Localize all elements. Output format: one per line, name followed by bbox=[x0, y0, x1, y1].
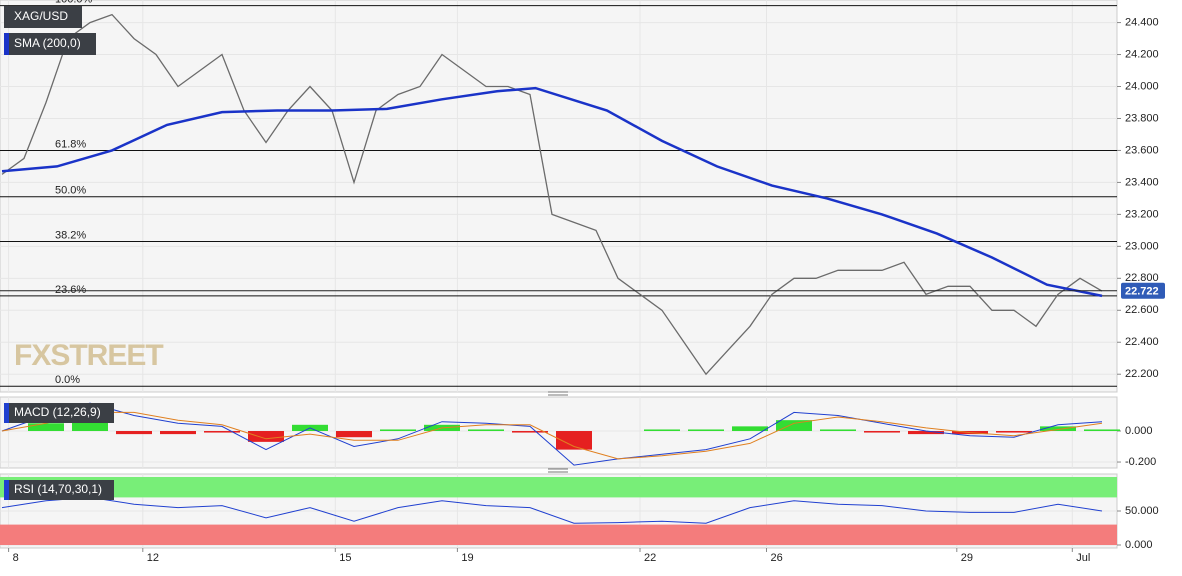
x-tick-label: 26 bbox=[771, 552, 783, 564]
fib-label: 100.0% bbox=[55, 0, 93, 6]
y-tick-label: 24.200 bbox=[1125, 48, 1159, 60]
histogram-bar bbox=[336, 431, 372, 438]
overbought-band bbox=[0, 477, 1117, 498]
y-tick-label: 22.600 bbox=[1125, 304, 1159, 316]
y-tick-label: 0.000 bbox=[1125, 539, 1153, 551]
y-tick-label: 0.000 bbox=[1125, 425, 1153, 437]
histogram-bar bbox=[644, 429, 680, 432]
legend-item: XAG/USD bbox=[4, 6, 82, 28]
last-price-box bbox=[1121, 282, 1165, 299]
y-tick-label: 24.400 bbox=[1125, 16, 1159, 28]
panel-label: RSI (14,70,30,1) bbox=[4, 480, 114, 500]
legend-box bbox=[4, 33, 96, 55]
x-tick-label: 29 bbox=[961, 552, 973, 564]
histogram-bar bbox=[160, 431, 196, 435]
legend-box bbox=[4, 403, 114, 423]
histogram-bar bbox=[688, 429, 724, 432]
legend-box bbox=[4, 6, 82, 28]
series-line bbox=[1, 411, 1103, 460]
histogram-bar bbox=[116, 431, 152, 435]
histogram-bar bbox=[908, 431, 944, 435]
histogram-bar bbox=[204, 431, 240, 433]
y-tick-label: 23.200 bbox=[1125, 208, 1159, 220]
histogram-bar bbox=[512, 431, 548, 433]
y-tick-label: -0.200 bbox=[1125, 456, 1156, 468]
histogram-bar bbox=[72, 421, 108, 432]
histogram-bar bbox=[776, 420, 812, 432]
fib-label: 50.0% bbox=[55, 185, 86, 197]
x-tick-label: 12 bbox=[147, 552, 159, 564]
histogram-bar bbox=[28, 423, 64, 432]
oversold-band bbox=[0, 524, 1117, 545]
y-tick-label: 23.800 bbox=[1125, 112, 1159, 124]
legend-item: SMA (200,0) bbox=[4, 33, 96, 55]
legend-box bbox=[4, 480, 114, 500]
fib-label: 38.2% bbox=[55, 229, 86, 241]
x-tick-label: 19 bbox=[461, 552, 473, 564]
series-line bbox=[1, 402, 1103, 466]
histogram-bar bbox=[996, 431, 1032, 433]
legend-label: SMA (200,0) bbox=[14, 36, 81, 50]
histogram-bar bbox=[1084, 429, 1120, 432]
fib-label: 61.8% bbox=[55, 138, 86, 150]
histogram-bar bbox=[556, 431, 592, 450]
y-tick-label: 23.000 bbox=[1125, 240, 1159, 252]
histogram-bar bbox=[820, 429, 856, 432]
x-tick-label: Jul bbox=[1076, 552, 1090, 564]
y-tick-label: 24.000 bbox=[1125, 80, 1159, 92]
series-line bbox=[1, 13, 1103, 376]
legend-swatch bbox=[4, 403, 9, 423]
series-line bbox=[1, 86, 1103, 298]
y-tick-label: 22.800 bbox=[1125, 272, 1159, 284]
fib-label: 0.0% bbox=[55, 374, 80, 386]
y-tick-label: 23.400 bbox=[1125, 176, 1159, 188]
x-tick-label: 8 bbox=[13, 552, 19, 564]
histogram-bar bbox=[380, 429, 416, 432]
series-line bbox=[1, 496, 1103, 524]
y-tick-label: 22.400 bbox=[1125, 336, 1159, 348]
panel-label: MACD (12,26,9) bbox=[4, 403, 114, 423]
legend-swatch bbox=[4, 33, 9, 55]
y-tick-label: 22.200 bbox=[1125, 368, 1159, 380]
x-tick-label: 15 bbox=[339, 552, 351, 564]
plot-area bbox=[0, 0, 1118, 393]
legend-label: RSI (14,70,30,1) bbox=[14, 482, 102, 496]
watermark: FXSTREET bbox=[14, 339, 163, 372]
histogram-bar bbox=[468, 429, 504, 432]
y-tick-label: 50.000 bbox=[1125, 505, 1159, 517]
legend-label: MACD (12,26,9) bbox=[14, 405, 101, 419]
histogram-bar bbox=[732, 426, 768, 432]
histogram-bar bbox=[248, 431, 284, 442]
legend-label: XAG/USD bbox=[14, 9, 68, 23]
fib-label: 23.6% bbox=[55, 284, 86, 296]
x-tick-label: 22 bbox=[644, 552, 656, 564]
histogram-bar bbox=[864, 431, 900, 433]
y-tick-label: 23.600 bbox=[1125, 144, 1159, 156]
last-price-label: 22.722 bbox=[1125, 286, 1159, 298]
histogram-bar bbox=[1040, 426, 1076, 432]
legend-swatch bbox=[4, 480, 9, 500]
